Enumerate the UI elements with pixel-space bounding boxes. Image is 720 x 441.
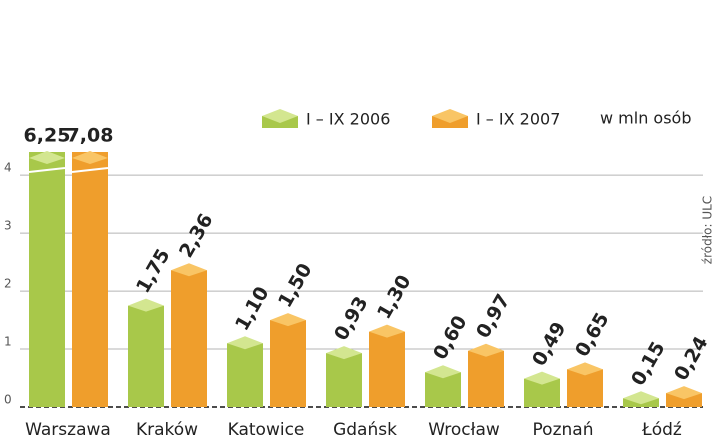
bar-top xyxy=(468,343,504,357)
value-label: 1,50 xyxy=(274,260,316,312)
bar xyxy=(326,353,362,407)
x-tick-label: Gdańsk xyxy=(333,420,397,440)
y-tick-label: 4 xyxy=(4,161,12,175)
x-tick-label: Kraków xyxy=(136,420,198,440)
value-label: 0,24 xyxy=(670,333,712,385)
bar-top xyxy=(623,391,659,405)
bar-top xyxy=(326,346,362,360)
x-tick-label: Łódź xyxy=(641,420,682,440)
legend-label: I – IX 2006 xyxy=(306,110,390,129)
value-label: 0,97 xyxy=(472,290,514,342)
x-tick-label: Warszawa xyxy=(25,420,111,440)
bar-top xyxy=(666,386,702,400)
bar xyxy=(468,350,504,407)
value-label: 0,15 xyxy=(627,338,669,390)
bar-top xyxy=(227,336,263,350)
bar xyxy=(369,331,405,407)
bar-top xyxy=(524,371,560,385)
legend-swatch-top xyxy=(432,109,468,123)
value-label: 0,60 xyxy=(429,312,471,364)
value-label: 1,30 xyxy=(373,271,415,323)
bar xyxy=(666,393,702,407)
source-note: źródło: ULC xyxy=(701,196,715,264)
y-tick-label: 1 xyxy=(4,335,12,349)
value-label: 7,08 xyxy=(67,125,114,147)
value-label: 6,25 xyxy=(24,125,71,147)
value-label: 2,36 xyxy=(175,210,217,262)
bar-top xyxy=(29,151,65,164)
bar xyxy=(567,369,603,407)
bar-top xyxy=(425,365,461,379)
x-tick-label: Wrocław xyxy=(428,420,500,440)
y-tick-label: 3 xyxy=(4,219,12,233)
axis-break xyxy=(28,167,66,173)
y-tick-label: 2 xyxy=(4,277,12,291)
bar-top xyxy=(369,324,405,338)
bar-top xyxy=(128,298,164,312)
x-tick-label: Poznań xyxy=(533,420,594,440)
bar xyxy=(72,152,108,407)
x-tick-label: Katowice xyxy=(228,420,305,440)
bar xyxy=(29,152,65,408)
value-label: 0,49 xyxy=(528,318,570,370)
bar xyxy=(128,305,164,407)
bar-top xyxy=(72,151,108,164)
bar xyxy=(171,270,207,407)
value-label: 1,75 xyxy=(132,245,174,297)
bar xyxy=(270,320,306,407)
value-label: 0,65 xyxy=(571,309,613,361)
bar-top xyxy=(567,362,603,376)
legend-swatch-top xyxy=(262,109,298,123)
bar xyxy=(227,343,263,407)
bar-top xyxy=(171,263,207,277)
axis-break xyxy=(71,167,109,173)
legend-label: I – IX 2007 xyxy=(476,110,560,129)
bar-top xyxy=(270,313,306,327)
value-label: 0,93 xyxy=(330,293,372,345)
unit-label: w mln osób xyxy=(600,109,692,128)
y-tick-label: 0 xyxy=(4,393,12,407)
